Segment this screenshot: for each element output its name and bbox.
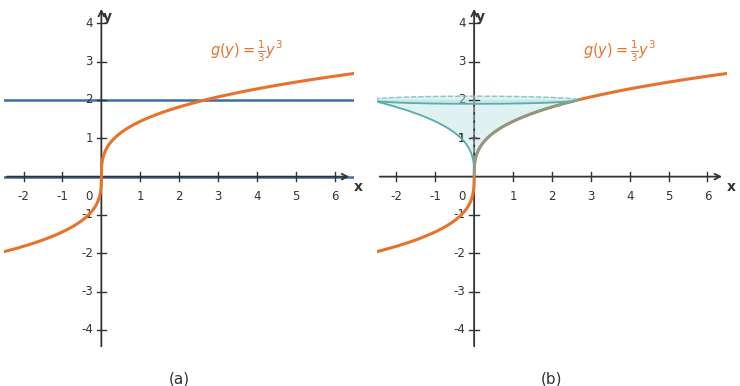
Text: 3: 3 bbox=[85, 55, 92, 68]
Text: (b): (b) bbox=[541, 372, 562, 386]
Polygon shape bbox=[371, 96, 578, 104]
Text: 5: 5 bbox=[665, 190, 672, 203]
Text: -2: -2 bbox=[81, 247, 92, 260]
Text: 0: 0 bbox=[85, 190, 92, 203]
Text: -3: -3 bbox=[454, 285, 465, 298]
Text: 4: 4 bbox=[626, 190, 633, 203]
Text: -4: -4 bbox=[81, 323, 92, 337]
Text: -1: -1 bbox=[454, 208, 465, 222]
Text: 4: 4 bbox=[253, 190, 260, 203]
Text: -1: -1 bbox=[81, 208, 92, 222]
Text: 4: 4 bbox=[458, 17, 465, 30]
Text: 3: 3 bbox=[215, 190, 222, 203]
Text: y: y bbox=[103, 10, 112, 24]
Text: 1: 1 bbox=[85, 132, 92, 145]
Text: 4: 4 bbox=[85, 17, 92, 30]
Text: 2: 2 bbox=[458, 93, 465, 107]
Text: -1: -1 bbox=[56, 190, 68, 203]
Text: x: x bbox=[727, 180, 736, 195]
Text: 5: 5 bbox=[292, 190, 300, 203]
Text: -1: -1 bbox=[429, 190, 441, 203]
Text: 3: 3 bbox=[587, 190, 594, 203]
Text: -4: -4 bbox=[454, 323, 465, 337]
Text: y: y bbox=[476, 10, 485, 24]
Text: $g(y) = \frac{1}{3}y^3$: $g(y) = \frac{1}{3}y^3$ bbox=[583, 39, 656, 64]
Text: -2: -2 bbox=[18, 190, 30, 203]
Text: 1: 1 bbox=[458, 132, 465, 145]
Text: 1: 1 bbox=[458, 132, 465, 145]
Text: -3: -3 bbox=[81, 285, 92, 298]
Text: x: x bbox=[354, 180, 363, 195]
Text: -2: -2 bbox=[391, 190, 403, 203]
Text: 6: 6 bbox=[331, 190, 338, 203]
Text: 0: 0 bbox=[458, 190, 465, 203]
Text: 2: 2 bbox=[175, 190, 183, 203]
Text: 1: 1 bbox=[136, 190, 144, 203]
Text: $g(y) = \frac{1}{3}y^3$: $g(y) = \frac{1}{3}y^3$ bbox=[210, 39, 283, 64]
Text: 6: 6 bbox=[704, 190, 711, 203]
Text: (a): (a) bbox=[169, 372, 189, 386]
Text: -2: -2 bbox=[454, 247, 465, 260]
Text: 2: 2 bbox=[85, 93, 92, 107]
Text: 1: 1 bbox=[509, 190, 517, 203]
Text: 2: 2 bbox=[548, 190, 556, 203]
Text: 3: 3 bbox=[458, 55, 465, 68]
